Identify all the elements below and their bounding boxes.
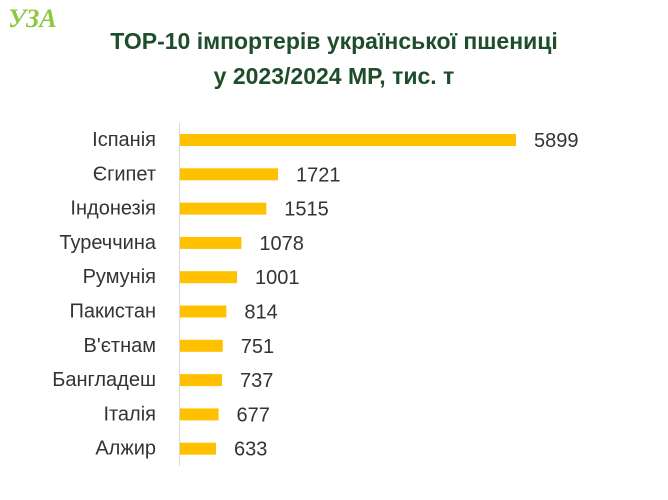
value-label: 5899 [534, 130, 579, 152]
bar [180, 168, 279, 181]
category-label: Італія [103, 403, 156, 425]
bar [180, 202, 267, 215]
bar [180, 374, 222, 387]
value-label: 814 [244, 302, 277, 324]
value-label: 751 [241, 336, 274, 358]
value-label: 1721 [296, 164, 341, 186]
category-label: Туреччина [59, 232, 157, 254]
value-label: 1001 [255, 267, 299, 289]
category-label: Єгипет [93, 163, 156, 185]
category-label: В'єтнам [84, 335, 156, 357]
value-label: 677 [237, 404, 270, 426]
category-label: Алжир [95, 438, 156, 460]
category-label: Пакистан [69, 301, 156, 323]
value-label: 737 [240, 370, 273, 392]
value-label: 1078 [259, 233, 304, 255]
category-label: Індонезія [70, 198, 156, 220]
category-label: Румунія [83, 266, 156, 288]
bar [180, 271, 238, 284]
chart-title: TOP-10 імпортерів української пшениці у … [110, 28, 558, 89]
bar [180, 442, 217, 455]
category-label: Бангладеш [52, 369, 156, 391]
bar [180, 408, 219, 421]
value-label: 633 [234, 439, 267, 461]
bar [180, 305, 227, 318]
bar [180, 134, 516, 146]
logo: УЗА [8, 4, 57, 33]
bar [180, 339, 223, 352]
bar [180, 236, 242, 249]
category-label: Іспанія [92, 129, 156, 151]
value-label: 1515 [284, 199, 329, 221]
